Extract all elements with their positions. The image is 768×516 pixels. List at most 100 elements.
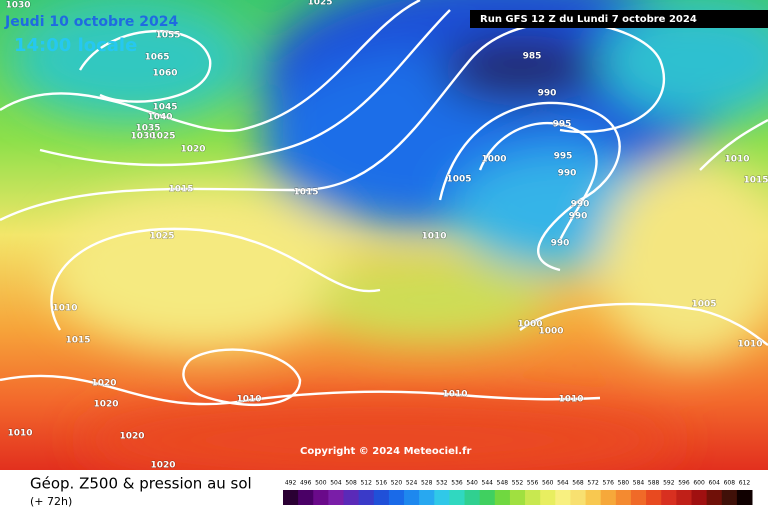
isobar-label: 1045 <box>152 103 177 113</box>
colorbar-cell <box>283 490 299 505</box>
colorbar-label: 564 <box>557 480 569 487</box>
colorbar-label: 588 <box>648 480 660 487</box>
footer-lead: (+ 72h) <box>30 495 72 508</box>
colorbar-label: 608 <box>724 480 736 487</box>
isobar-label: 1015 <box>168 185 193 195</box>
isobar-label: 1000 <box>517 320 542 330</box>
colorbar-label: 532 <box>436 480 448 487</box>
colorbar-cell <box>585 490 602 505</box>
colorbar-label: 556 <box>527 480 539 487</box>
isobar-label: 1010 <box>52 304 77 314</box>
colorbar-label: 508 <box>345 480 357 487</box>
isobar-label: 1025 <box>307 0 332 8</box>
colorbar-cell <box>691 490 708 505</box>
colorbar-cell <box>358 490 375 505</box>
isobar-label: 1015 <box>65 336 90 346</box>
colorbar-cell <box>388 490 405 505</box>
isobar-label: 995 <box>554 152 573 162</box>
colorbar-cell <box>313 490 329 505</box>
isobar-label: 1030 <box>130 132 155 142</box>
isobar-label: 1010 <box>7 429 32 439</box>
colorbar-label: 580 <box>618 480 630 487</box>
isobar-label: 1005 <box>446 175 471 185</box>
colorbar-label: 512 <box>360 480 372 487</box>
isobar-label: 990 <box>569 212 588 222</box>
isobar-label: 990 <box>538 89 557 99</box>
isobar-label: 1005 <box>691 300 716 310</box>
colorbar-cell <box>630 490 647 505</box>
colorbar-label: 596 <box>678 480 690 487</box>
colorbar-label: 496 <box>300 480 312 487</box>
colorbar-label: 600 <box>693 480 705 487</box>
colorbar-label: 604 <box>708 480 720 487</box>
colorbar-label: 540 <box>466 480 478 487</box>
isobar-label: 990 <box>551 239 570 249</box>
colorbar-label: 520 <box>391 480 403 487</box>
colorbar-cell <box>570 490 587 505</box>
colorbar-cell <box>706 490 723 505</box>
isobar-label: 1010 <box>558 395 583 405</box>
colorbar-cell <box>449 490 466 505</box>
isobars <box>0 0 768 405</box>
colorbar-cell <box>646 490 662 505</box>
colorbar-cell <box>343 490 360 505</box>
isobar-label: 1060 <box>152 69 177 79</box>
isobar-label: 1015 <box>743 176 768 186</box>
isobar-label: 1020 <box>119 432 144 442</box>
isobar-label: 1035 <box>135 124 160 134</box>
isobar-label: 1040 <box>147 113 172 123</box>
colorbar-cell <box>479 490 496 505</box>
colorbar-cell <box>434 490 450 505</box>
colorbar-cell <box>298 490 314 505</box>
isobar-label: 1020 <box>91 379 116 389</box>
colorbar-label: 552 <box>512 480 524 487</box>
run: Run GFS 12 Z du Lundi 7 octobre 2024 <box>480 14 697 25</box>
colorbar-label: 576 <box>603 480 615 487</box>
colorbar-label: 560 <box>542 480 554 487</box>
time: 14:00 locale <box>14 35 137 56</box>
isobar-label: 1000 <box>538 327 563 337</box>
isobar-label: 1010 <box>236 395 261 405</box>
colorbar-label: 500 <box>315 480 327 487</box>
colorbar-cell <box>540 490 556 505</box>
colorbar-cell <box>736 490 753 505</box>
colorbar-cell <box>373 490 390 505</box>
run-box <box>470 10 768 28</box>
isobar-label: 1015 <box>293 188 318 198</box>
isobar-label: 1025 <box>150 132 175 142</box>
isobar-label: 1020 <box>93 400 118 410</box>
isobar-label: 1065 <box>144 53 169 63</box>
colorbar-label: 548 <box>497 480 509 487</box>
isobar-label: 990 <box>558 169 577 179</box>
isobar-labels: 1030 102510551065106010451040103510301025… <box>5 0 768 471</box>
colorbar-label: 612 <box>739 480 751 487</box>
colorbar-label: 492 <box>285 480 297 487</box>
isobar-label: 1030 <box>5 1 30 11</box>
colorbar-cell <box>509 490 526 505</box>
isobar-label: 985 <box>523 52 542 62</box>
colorbar-cell <box>555 490 571 505</box>
isobar-label: 1010 <box>442 390 467 400</box>
isobar-label: 1010 <box>737 340 762 350</box>
colorbar-cell <box>615 490 632 505</box>
colorbar: 492 496 500 504 508 512 516 520 524 528 532 536 540 5… <box>283 480 753 505</box>
colorbar-cell <box>661 490 677 505</box>
colorbar-cell <box>328 490 345 505</box>
footer-title: Géop. Z500 & pression au sol <box>30 475 252 493</box>
colorbar-label: 524 <box>406 480 418 487</box>
colorbar-cell <box>404 490 420 505</box>
colorbar-cell <box>464 490 481 505</box>
isobar-label: 995 <box>553 120 572 130</box>
isobar-label: 1055 <box>155 31 180 41</box>
colorbar-label: 584 <box>633 480 645 487</box>
colorbar-label: 544 <box>482 480 494 487</box>
colorbar-label: 568 <box>572 480 584 487</box>
colorbar-label: 536 <box>451 480 463 487</box>
isobar-label: 1000 <box>481 155 506 165</box>
copyright: Copyright © 2024 Meteociel.fr <box>300 446 471 457</box>
colorbar-cell <box>676 490 692 505</box>
colorbar-cell <box>600 490 617 505</box>
colorbar-cell <box>494 490 511 505</box>
